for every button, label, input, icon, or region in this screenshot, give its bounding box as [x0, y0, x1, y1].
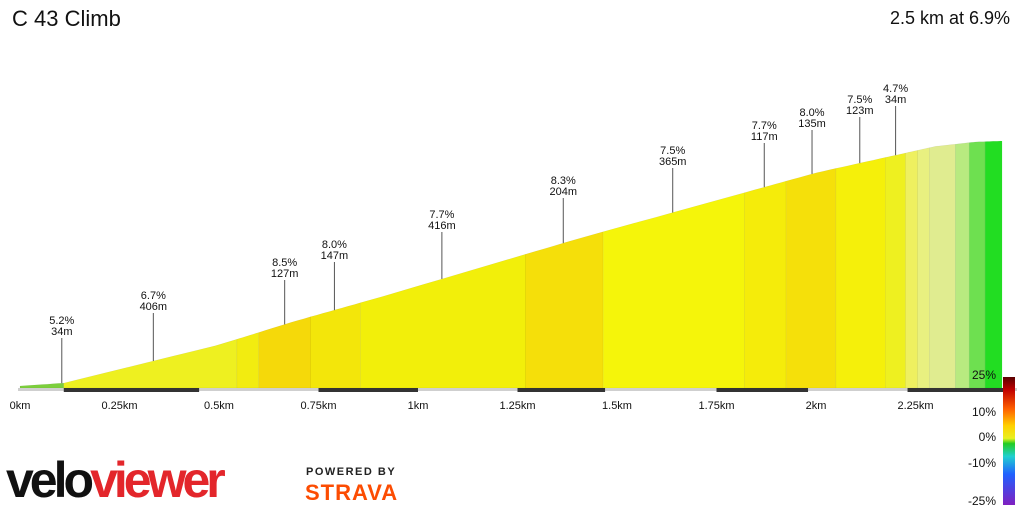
baseline-dash	[907, 388, 1015, 392]
annotation-length: 365m	[659, 156, 687, 168]
profile-segment	[63, 338, 238, 389]
profile-segment	[785, 168, 837, 389]
profile-segment	[360, 253, 526, 389]
gradient-legend: 25% 10% 0% -10% -25%	[968, 368, 1015, 508]
x-axis-ticks: 0km 0.25km 0.5km 0.75km 1km 1.25km 1.5km 1.75km…	[10, 400, 934, 412]
profile-segment	[905, 150, 918, 389]
logo-viewer: viewer	[90, 452, 226, 508]
x-tick-label: 2.25km	[897, 400, 933, 412]
baseline-dash	[318, 388, 418, 392]
gradient-legend-label: 25%	[972, 368, 996, 382]
x-tick-label: 0km	[10, 400, 31, 412]
annotation-gradient: 5.2%	[49, 315, 74, 327]
profile-segment	[19, 382, 65, 389]
profile-segment	[968, 141, 986, 389]
gradient-colour-bar	[1003, 377, 1015, 505]
x-tick-label: 0.75km	[300, 400, 336, 412]
annotation-length: 34m	[885, 94, 906, 106]
profile-segment	[984, 140, 1002, 389]
profile-segment	[258, 316, 311, 389]
annotation-length: 117m	[751, 131, 778, 143]
x-tick-label: 1.25km	[499, 400, 535, 412]
gradient-legend-label: 10%	[972, 405, 996, 419]
annotation-length: 147m	[321, 250, 349, 262]
profile-segments	[19, 140, 1003, 389]
profile-segment	[525, 231, 604, 389]
x-tick-label: 2km	[806, 400, 827, 412]
annotation-gradient: 8.5%	[272, 257, 297, 269]
climb-summary: 2.5 km at 6.9%	[889, 8, 1010, 28]
veloviewer-logo[interactable]: veloviewer	[6, 452, 226, 508]
profile-segment	[744, 180, 787, 389]
profile-segment	[917, 147, 930, 389]
annotation-length: 34m	[51, 326, 72, 338]
profile-segment	[955, 142, 970, 389]
profile-segment	[885, 152, 906, 389]
profile-segment	[310, 302, 361, 389]
x-tick-label: 1km	[408, 400, 429, 412]
annotation-length: 406m	[140, 301, 168, 313]
annotation-gradient: 7.7%	[429, 209, 454, 221]
profile-segment	[236, 332, 260, 389]
annotation-length: 127m	[271, 268, 299, 280]
annotation-length: 123m	[846, 105, 874, 117]
baseline-dash	[63, 388, 200, 392]
x-tick-label: 1.5km	[602, 400, 632, 412]
profile-end-edge	[1000, 141, 1003, 388]
baseline-dash	[716, 388, 809, 392]
annotation-gradient: 7.7%	[752, 120, 777, 132]
profile-segment	[835, 157, 886, 389]
annotation-length: 135m	[798, 118, 826, 130]
annotation-gradient: 8.0%	[322, 239, 347, 251]
x-tick-label: 0.5km	[204, 400, 234, 412]
annotation-length: 204m	[550, 186, 578, 198]
x-tick-label: 0.25km	[101, 400, 137, 412]
gradient-annotations: 5.2%34m6.7%406m8.5%127m8.0%147m7.7%416m8…	[49, 83, 908, 384]
gradient-legend-label: 0%	[979, 430, 997, 444]
profile-segment	[929, 143, 956, 389]
annotation-gradient: 8.3%	[551, 175, 576, 187]
annotation-gradient: 7.5%	[847, 94, 872, 106]
annotation-gradient: 8.0%	[799, 107, 824, 119]
annotation-gradient: 4.7%	[883, 83, 908, 95]
gradient-legend-label: -25%	[968, 494, 996, 508]
x-tick-label: 1.75km	[698, 400, 734, 412]
powered-by-label: POWERED BY	[306, 466, 397, 478]
annotation-length: 416m	[428, 220, 456, 232]
strava-logo[interactable]: STRAVA	[305, 480, 399, 505]
baseline-dash	[517, 388, 606, 392]
page-title: C 43 Climb	[12, 6, 121, 31]
logo-velo: velo	[6, 452, 94, 508]
annotation-gradient: 6.7%	[141, 290, 166, 302]
annotation-gradient: 7.5%	[660, 145, 685, 157]
profile-segment	[602, 192, 745, 389]
gradient-legend-label: -10%	[968, 456, 996, 470]
profile-baseline	[18, 388, 1017, 392]
